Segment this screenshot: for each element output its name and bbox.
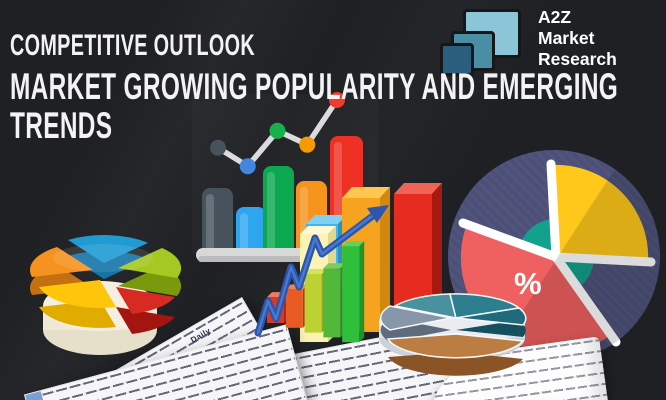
pie-slice-blue	[68, 235, 148, 279]
pie-slice-red	[116, 287, 175, 334]
arrow-head	[367, 205, 389, 223]
rounded-bar	[236, 207, 266, 261]
bar-gloss	[206, 194, 214, 253]
pie-slice-yellow	[39, 280, 116, 328]
bar-gloss	[267, 172, 275, 253]
bar3d-red	[394, 183, 442, 314]
trend-dot	[329, 92, 345, 108]
exploded-3d-pie	[29, 235, 182, 355]
small-pie-slice-teal-dark	[455, 307, 527, 337]
title-block: COMPETITIVE OUTLOOK MARKET GROWING POPUL…	[10, 30, 666, 145]
logo-text-market: Market	[538, 28, 595, 48]
bar-gloss	[240, 213, 248, 253]
small-pie-slice-grayblue	[379, 305, 452, 342]
title-line-1: MARKET GROWING POPULARITY AND EMERGING	[10, 66, 619, 108]
rising-bar	[323, 268, 341, 338]
logo-text-a2z: A2Z	[538, 7, 572, 27]
rising-bar-top	[304, 269, 327, 275]
rounded-bar	[263, 166, 294, 261]
logo-text-research: Research	[538, 49, 617, 69]
percent-pie-circle: %	[448, 150, 660, 362]
rounded-bar	[202, 188, 233, 261]
trend-line-chart	[210, 92, 345, 175]
trend-dot	[269, 122, 286, 139]
trend-dot	[299, 136, 316, 153]
logo-square-small	[440, 43, 474, 76]
eyebrow-text: COMPETITIVE OUTLOOK	[10, 29, 255, 62]
rising-bar	[304, 274, 322, 333]
trend-dot	[239, 158, 256, 175]
rising-bar-side	[359, 241, 365, 343]
small-pie-slice-teal-light	[392, 293, 458, 319]
pie-gloss-highlight	[53, 244, 153, 272]
rising-bar	[342, 246, 360, 343]
title-line-2: TRENDS	[10, 104, 113, 146]
pie-slice-green	[118, 248, 182, 296]
small-pie-slice-brown	[386, 333, 525, 376]
rising-bar-top	[323, 263, 346, 269]
trend-dot	[210, 139, 226, 156]
rising-bar-top	[342, 241, 365, 247]
small-pie-slice-teal-mid	[449, 293, 521, 319]
growth-arrow	[254, 205, 389, 337]
rising-bar	[285, 289, 303, 328]
percent-label: %	[514, 266, 542, 301]
small-3d-pie	[379, 293, 527, 376]
